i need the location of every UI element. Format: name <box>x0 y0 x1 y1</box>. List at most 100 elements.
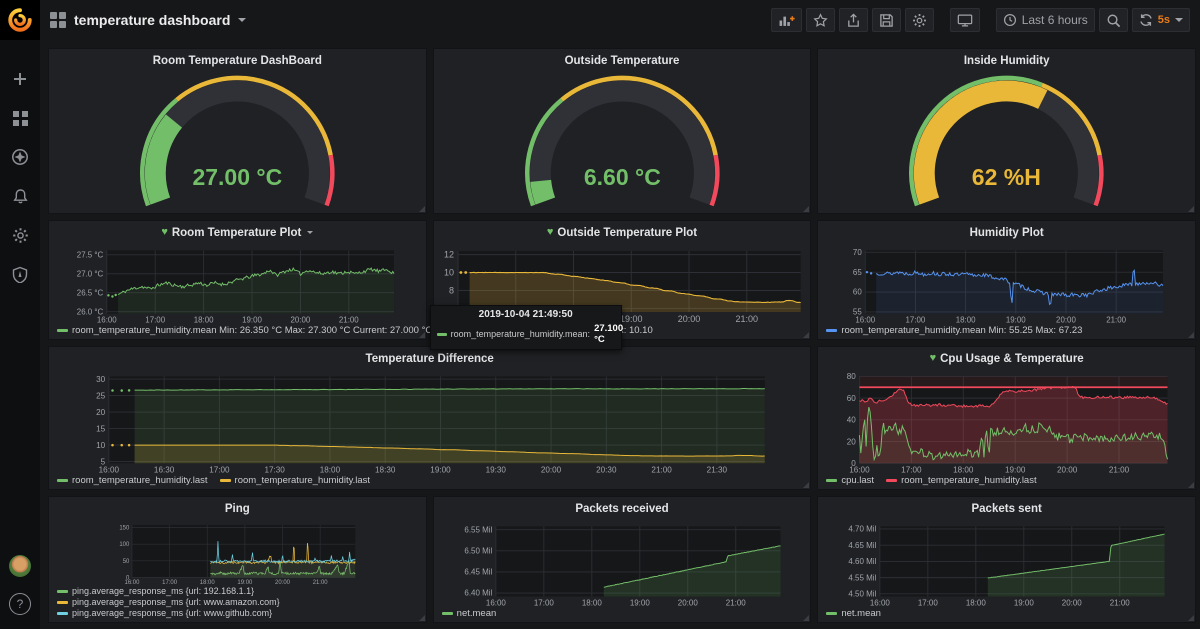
dashboard-title[interactable]: temperature dashboard <box>74 12 231 28</box>
chart-legend: room_temperature_humidity.last room_tempe… <box>49 475 810 489</box>
legend-item[interactable]: ping.average_response_ms {url: www.githu… <box>57 608 272 619</box>
sidebar-create-button[interactable] <box>9 68 31 90</box>
legend-item-label: ping.average_response_ms {url: 192.168.1… <box>72 586 255 596</box>
sidebar-dashboards-button[interactable] <box>9 107 31 129</box>
legend-item[interactable]: room_temperature_humidity.mean Min: 55.2… <box>826 325 1082 336</box>
sidebar-server-admin-button[interactable] <box>9 263 31 285</box>
user-avatar[interactable] <box>9 555 31 577</box>
svg-text:27.0 °C: 27.0 °C <box>77 269 104 278</box>
series-color-dash <box>441 612 453 615</box>
svg-text:21:00: 21:00 <box>651 465 672 474</box>
panel-title-text: Humidity Plot <box>969 226 1044 239</box>
cycle-view-mode-button[interactable] <box>949 8 980 32</box>
legend-item[interactable]: cpu.last <box>826 475 874 486</box>
time-series-chart[interactable]: 55 60 65 70 16:00 17:00 18:00 19:00 20:00 21:00 <box>820 245 1191 325</box>
legend-item[interactable]: ping.average_response_ms {url: 192.168.1… <box>57 586 254 597</box>
time-series-chart[interactable]: 4.50 Mil 4.55 Mil 4.60 Mil 4.65 Mil 4.70 Mil… <box>820 521 1191 608</box>
panel-header[interactable]: Humidity Plot <box>818 221 1195 244</box>
chevron-down-icon <box>307 231 314 234</box>
clock-icon <box>1003 13 1016 27</box>
svg-text:16:00: 16:00 <box>856 315 876 324</box>
series-color-dash <box>57 329 68 332</box>
legend-item[interactable]: room_temperature_humidity.last <box>886 475 1037 486</box>
legend-item[interactable]: ping.average_response_ms {url: www.amazo… <box>57 597 280 608</box>
svg-text:19:00: 19:00 <box>242 315 262 324</box>
svg-text:65: 65 <box>853 268 862 277</box>
time-series-chart[interactable]: 6.40 Mil 6.45 Mil 6.50 Mil 6.55 Mil 16:00 17:… <box>436 521 807 608</box>
panel-resize-handle[interactable] <box>803 615 810 621</box>
svg-text:20:00: 20:00 <box>275 580 291 586</box>
panel-resize-handle[interactable] <box>1187 482 1194 488</box>
legend-item[interactable]: room_temperature_humidity.mean Min: 26.3… <box>57 325 432 336</box>
svg-text:17:00: 17:00 <box>209 465 230 474</box>
legend-item[interactable]: room_temperature_humidity.last <box>219 475 371 486</box>
time-series-chart[interactable]: 5 10 15 20 25 30 16:00 16:30 17:00 17:30 18:00 18:3… <box>51 371 806 475</box>
svg-text:21:00: 21:00 <box>339 315 359 324</box>
dashboard-settings-button[interactable] <box>904 8 934 32</box>
panel-resize-handle[interactable] <box>1187 332 1194 338</box>
panel-resize-handle[interactable] <box>803 482 810 488</box>
legend-item[interactable]: net.mean <box>826 608 881 619</box>
panel-resize-handle[interactable] <box>1187 206 1194 212</box>
svg-text:80: 80 <box>847 372 857 381</box>
panel-resize-handle[interactable] <box>418 332 425 338</box>
add-panel-button[interactable] <box>770 8 802 32</box>
plus-icon <box>14 73 26 85</box>
gear-icon <box>12 227 28 243</box>
series-color-dash <box>57 479 68 482</box>
panel-resize-handle[interactable] <box>1187 615 1194 621</box>
legend-item-label: ping.average_response_ms {url: www.githu… <box>72 608 273 618</box>
save-dashboard-button[interactable] <box>871 8 901 32</box>
sidebar-configuration-button[interactable] <box>9 224 31 246</box>
time-range-button[interactable]: Last 6 hours <box>995 8 1095 32</box>
sidebar-alerting-button[interactable] <box>9 185 31 207</box>
grafana-logo[interactable] <box>0 0 40 40</box>
svg-text:5: 5 <box>101 457 106 466</box>
sidebar-explore-button[interactable] <box>9 146 31 168</box>
gauge-chart: 6.60 °C <box>524 75 720 207</box>
panel-header[interactable]: Packets received <box>434 497 811 520</box>
panel-header[interactable]: ♥ Cpu Usage & Temperature <box>818 347 1195 370</box>
panel-resize-handle[interactable] <box>803 332 810 338</box>
gear-icon <box>912 13 926 27</box>
chart-legend: cpu.last room_temperature_humidity.last <box>818 475 1195 489</box>
refresh-button[interactable]: 5s <box>1131 8 1190 32</box>
legend-item[interactable]: net.mean <box>441 608 496 619</box>
legend-item-label: ping.average_response_ms {url: www.amazo… <box>72 597 280 607</box>
svg-text:20:00: 20:00 <box>291 315 311 324</box>
panel-resize-handle[interactable] <box>418 206 425 212</box>
panel-header[interactable]: Packets sent <box>818 497 1195 520</box>
legend-item-label: room_temperature_humidity.mean Min: 26.3… <box>72 325 433 336</box>
sidebar: ? <box>0 0 40 629</box>
chevron-down-icon[interactable] <box>238 18 247 22</box>
legend-item-label: room_temperature_humidity.last <box>901 475 1037 486</box>
help-icon[interactable]: ? <box>9 593 31 615</box>
panel-header[interactable]: Room Temperature DashBoard <box>49 49 426 72</box>
panel-header[interactable]: Inside Humidity <box>818 49 1195 72</box>
series-color-dash <box>826 479 838 482</box>
panel-resize-handle[interactable] <box>418 615 425 621</box>
svg-text:17:00: 17:00 <box>902 465 923 474</box>
time-series-chart[interactable]: 0 20 40 60 80 16:00 17:00 18:00 19:00 20:00 21:00 <box>820 371 1191 475</box>
time-series-chart[interactable]: 26.0 °C 26.5 °C 27.0 °C 27.5 °C 16:00 17:00 18… <box>51 245 422 325</box>
svg-text:10: 10 <box>444 268 454 278</box>
svg-text:16:00: 16:00 <box>99 465 120 474</box>
panel-resize-handle[interactable] <box>803 206 810 212</box>
panel-header[interactable]: ♥ Room Temperature Plot <box>49 221 426 244</box>
svg-text:18:00: 18:00 <box>956 315 976 324</box>
legend-item-label: room_temperature_humidity.last <box>234 475 371 486</box>
panel-header[interactable]: Ping <box>49 497 426 520</box>
share-dashboard-button[interactable] <box>838 8 868 32</box>
panel-header[interactable]: ♥ Outside Temperature Plot <box>434 221 811 244</box>
zoom-out-time-button[interactable] <box>1098 8 1128 32</box>
svg-text:19:00: 19:00 <box>430 465 451 474</box>
mark-favorite-button[interactable] <box>805 8 835 32</box>
svg-text:21:00: 21:00 <box>313 580 329 586</box>
time-series-chart[interactable]: 0 50 100 150 16:00 17:00 18:00 19:00 20:00 21:00 <box>51 521 422 586</box>
panel-header[interactable]: Temperature Difference <box>49 347 810 370</box>
panel-header[interactable]: Outside Temperature <box>434 49 811 72</box>
chart-legend: ping.average_response_ms {url: 192.168.1… <box>49 586 426 622</box>
legend-item[interactable]: room_temperature_humidity.last <box>57 475 208 486</box>
